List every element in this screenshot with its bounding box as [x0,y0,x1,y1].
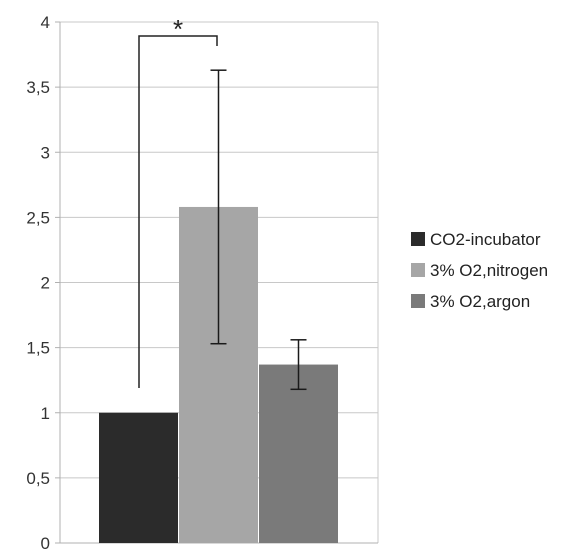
bar-2 [259,364,338,543]
legend-label-0: CO2-incubator [430,230,541,249]
legend-swatch-2 [411,294,425,308]
legend-label-2: 3% O2,argon [430,292,530,311]
legend-label-1: 3% O2,nitrogen [430,261,548,280]
significance-mark: * [173,14,183,44]
legend-swatch-0 [411,232,425,246]
bar-0 [99,412,178,543]
significance-bracket-line [138,35,218,388]
y-tick-label-8: 4 [41,13,50,32]
legend-swatch-1 [411,263,425,277]
legend: CO2-incubator 3% O2,nitrogen 3% O2,argon [411,230,548,311]
significance-bracket: * [138,14,218,388]
y-tick-label-6: 3 [41,143,50,162]
error-bars [210,69,307,391]
y-tick-label-5: 2,5 [26,208,50,227]
y-tick-label-7: 3,5 [26,78,50,97]
y-tick-label-4: 2 [41,274,50,293]
y-tick-labels: 0 0,5 1 1,5 2 2,5 3 3,5 4 [26,13,50,549]
y-tick-label-2: 1 [41,404,50,423]
y-tick-label-0: 0 [41,534,50,549]
bars [99,206,338,543]
y-tick-label-1: 0,5 [26,469,50,488]
y-tick-label-3: 1,5 [26,339,50,358]
